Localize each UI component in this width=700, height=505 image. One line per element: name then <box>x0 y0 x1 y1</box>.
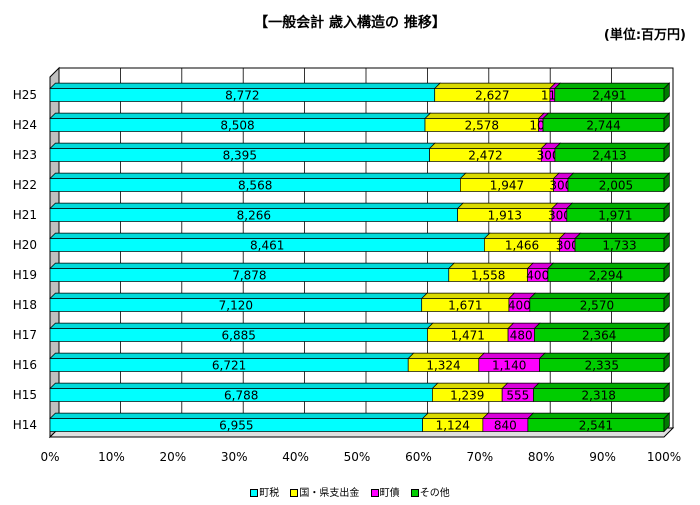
data-label: 2,744 <box>586 119 620 133</box>
bar-end-face <box>663 202 670 223</box>
category-label: H15 <box>13 388 37 402</box>
data-label: 2,335 <box>585 359 619 373</box>
bar-end-face <box>663 112 670 133</box>
data-label: 2,541 <box>579 419 613 433</box>
data-label: 1,558 <box>471 269 505 283</box>
data-label: 8,461 <box>250 239 284 253</box>
data-label: 2,472 <box>468 149 502 163</box>
bar-end-face <box>663 142 670 163</box>
legend: 町税 国・県支出金 町債 その他 <box>0 484 700 499</box>
data-label: 1,947 <box>490 179 524 193</box>
legend-item-subsidies: 国・県支出金 <box>290 484 359 499</box>
data-label: 2,627 <box>475 89 509 103</box>
category-label: H24 <box>13 118 37 132</box>
legend-label: 町税 <box>259 488 280 499</box>
legend-label: 国・県支出金 <box>299 488 360 499</box>
legend-swatch <box>290 489 299 497</box>
data-label: 300 <box>549 179 572 193</box>
data-label: 8,266 <box>237 209 271 223</box>
data-label: 1,971 <box>598 209 632 223</box>
data-label: 2,294 <box>589 269 623 283</box>
category-label: H16 <box>13 358 37 372</box>
bar-end-face <box>663 232 670 253</box>
data-label: 2,364 <box>582 329 616 343</box>
data-label: 1,733 <box>602 239 636 253</box>
data-label: 300 <box>548 209 571 223</box>
data-label: 2,578 <box>465 119 499 133</box>
x-tick-label: 90% <box>589 450 616 464</box>
data-label: 7,878 <box>232 269 266 283</box>
bar-end-face <box>663 382 670 403</box>
data-label: 300 <box>556 239 579 253</box>
x-tick-label: 20% <box>159 450 186 464</box>
legend-item-town-tax: 町税 <box>250 484 279 499</box>
data-label: 2,570 <box>580 299 614 313</box>
legend-swatch <box>410 489 419 497</box>
data-label: 2,005 <box>599 179 633 193</box>
category-label: H20 <box>13 238 37 252</box>
category-label: H23 <box>13 148 37 162</box>
x-tick-label: 50% <box>344 450 371 464</box>
data-label: 8,395 <box>223 149 257 163</box>
data-label: 480 <box>510 329 533 343</box>
data-label: 8,508 <box>220 119 254 133</box>
bar-end-face <box>663 352 670 373</box>
x-tick-label: 10% <box>98 450 125 464</box>
x-tick-label: 80% <box>528 450 555 464</box>
data-label: 1,471 <box>451 329 485 343</box>
data-label: 2,318 <box>582 389 616 403</box>
legend-swatch <box>250 489 259 497</box>
legend-item-town-bonds: 町債 <box>370 484 400 499</box>
data-label: 1,466 <box>505 239 539 253</box>
category-label: H22 <box>13 178 37 192</box>
legend-label: その他 <box>419 488 450 499</box>
x-tick-label: 100% <box>647 450 681 464</box>
data-label: 8,568 <box>238 179 272 193</box>
data-label: 1,239 <box>450 389 484 403</box>
bar-end-face <box>663 322 670 343</box>
x-tick-label: 60% <box>405 450 432 464</box>
unit-label: (単位:百万円) <box>603 28 686 43</box>
data-label: 1,913 <box>488 209 522 223</box>
data-label: 400 <box>508 299 531 313</box>
data-label: 6,955 <box>219 419 253 433</box>
data-label: 6,788 <box>224 389 258 403</box>
x-tick-label: 30% <box>221 450 248 464</box>
legend-label: 町債 <box>379 488 400 499</box>
bar-end-face <box>663 82 670 103</box>
category-label: H14 <box>13 418 37 432</box>
data-label: 1,124 <box>436 419 470 433</box>
bar-end-face <box>663 412 670 433</box>
category-label: H18 <box>13 298 37 312</box>
data-label: 400 <box>526 269 549 283</box>
data-label: 1,140 <box>492 359 526 373</box>
data-label: 1,324 <box>426 359 460 373</box>
bar-end-face <box>663 172 670 193</box>
data-label: 840 <box>494 419 517 433</box>
category-label: H19 <box>13 268 37 282</box>
legend-swatch <box>370 489 379 497</box>
category-label: H21 <box>13 208 37 222</box>
data-label: 2,413 <box>592 149 626 163</box>
legend-item-other: その他 <box>410 484 450 499</box>
bar-end-face <box>663 262 670 283</box>
data-label: 555 <box>506 389 529 403</box>
data-label: 8,772 <box>225 89 259 103</box>
category-label: H17 <box>13 328 37 342</box>
category-label: H25 <box>13 88 37 102</box>
data-label: 7,120 <box>219 299 253 313</box>
chart-title: 【一般会計 歳入構造の 推移】 <box>254 15 446 31</box>
data-label: 6,721 <box>212 359 246 373</box>
x-tick-label: 70% <box>466 450 493 464</box>
x-tick-label: 40% <box>282 450 309 464</box>
data-label: 1,671 <box>448 299 482 313</box>
data-label: 2,491 <box>592 89 626 103</box>
data-label: 300 <box>537 149 560 163</box>
x-tick-label: 0% <box>40 450 59 464</box>
bar-end-face <box>663 292 670 313</box>
data-label: 6,885 <box>222 329 256 343</box>
